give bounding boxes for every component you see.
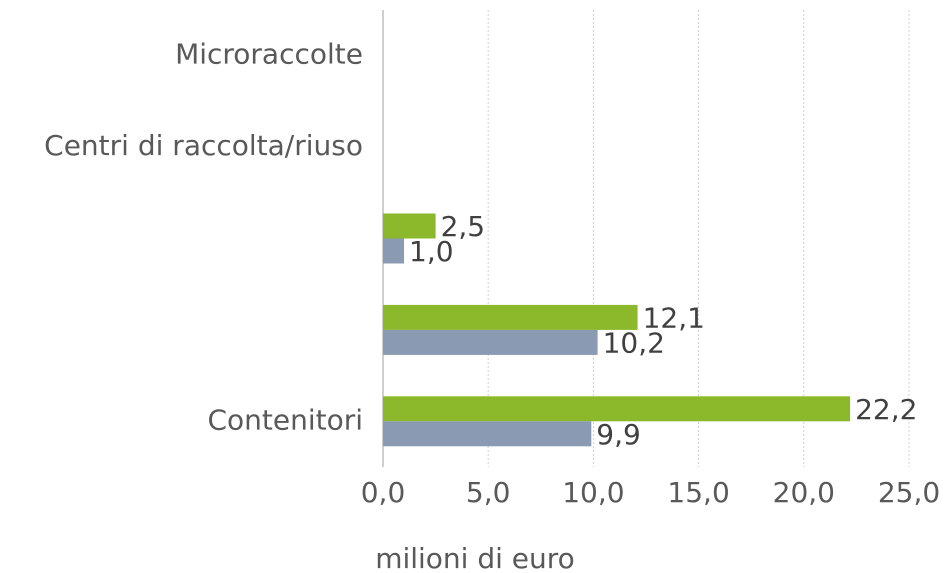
y-tick-label: Microraccolte bbox=[175, 38, 363, 71]
x-tick-label: 25,0 bbox=[878, 476, 940, 509]
value-label: 9,9 bbox=[596, 418, 641, 451]
x-tick-label: 5,0 bbox=[466, 476, 511, 509]
value-label: 1,0 bbox=[409, 235, 454, 268]
bar bbox=[383, 421, 592, 447]
x-tick-label: 10,0 bbox=[562, 476, 624, 509]
bar bbox=[383, 238, 405, 264]
value-label: 22,2 bbox=[855, 393, 917, 426]
x-tick-label: 0,0 bbox=[361, 476, 406, 509]
bar bbox=[383, 304, 638, 330]
x-axis-title: milioni di euro bbox=[375, 542, 575, 573]
y-tick-label: Centri di raccolta/riuso bbox=[44, 129, 363, 162]
value-label: 2,5 bbox=[441, 210, 486, 243]
bar bbox=[383, 329, 598, 355]
y-tick-label: Contenitori bbox=[207, 403, 363, 436]
value-label: 12,1 bbox=[643, 301, 705, 334]
x-tick-label: 15,0 bbox=[667, 476, 729, 509]
value-label: 10,2 bbox=[603, 326, 665, 359]
bar bbox=[383, 213, 436, 239]
x-tick-label: 20,0 bbox=[773, 476, 835, 509]
bar bbox=[383, 396, 851, 422]
